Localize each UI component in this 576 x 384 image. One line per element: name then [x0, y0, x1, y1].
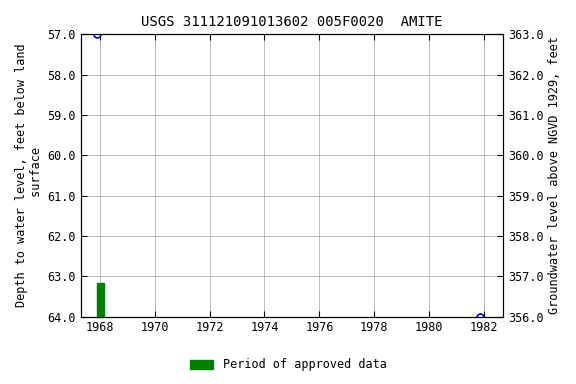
Y-axis label: Depth to water level, feet below land
 surface: Depth to water level, feet below land su…: [15, 44, 43, 307]
Title: USGS 311121091013602 005F0020  AMITE: USGS 311121091013602 005F0020 AMITE: [141, 15, 443, 29]
Legend: Period of approved data: Period of approved data: [185, 354, 391, 376]
Y-axis label: Groundwater level above NGVD 1929, feet: Groundwater level above NGVD 1929, feet: [548, 36, 561, 314]
Bar: [97, 283, 104, 316]
